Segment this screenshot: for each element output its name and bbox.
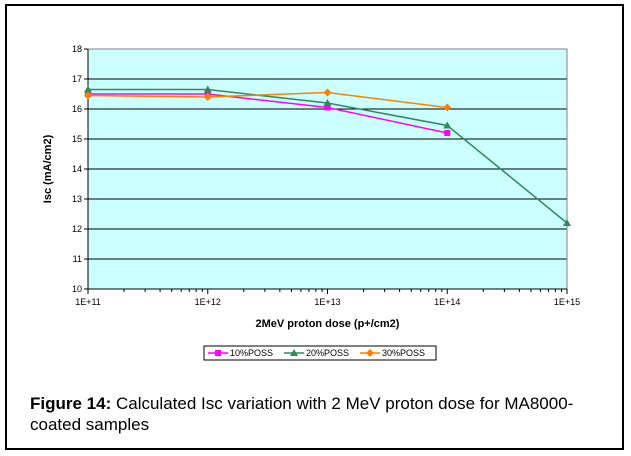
data-point-20-percent-poss: [443, 121, 452, 129]
y-tick-label: 18: [72, 44, 82, 54]
x-tick-label: 1E+14: [434, 297, 460, 307]
y-tick-label: 10: [72, 284, 82, 294]
data-point-20-percent-poss: [203, 85, 212, 93]
data-point-30-percent-poss: [443, 103, 452, 112]
legend-label: 20%POSS: [306, 348, 349, 358]
data-point-20-percent-poss: [563, 219, 571, 226]
x-axis-title: 2MeV proton dose (p+/cm2): [256, 318, 400, 330]
y-tick-label: 16: [72, 104, 82, 114]
series-line-30-percent-poss: [87, 91, 448, 109]
legend-box: [203, 345, 437, 361]
y-tick-label: 12: [72, 224, 82, 234]
legend-marker-0: [215, 350, 221, 356]
data-point-10-percent-poss: [324, 104, 331, 111]
figure-caption: Figure 14: Calculated Isc variation with…: [30, 393, 610, 435]
caption-label: Figure 14:: [30, 394, 112, 413]
y-tick-label: 13: [72, 194, 82, 204]
y-tick-label: 17: [72, 74, 82, 84]
legend-label: 10%POSS: [230, 348, 273, 358]
data-point-10-percent-poss: [444, 130, 451, 136]
x-tick-label: 1E+11: [75, 297, 101, 307]
y-tick-label: 15: [72, 134, 82, 144]
data-point-30-percent-poss: [203, 93, 212, 101]
legend-marker-2: [366, 349, 374, 357]
x-tick-label: 1E+15: [554, 297, 580, 307]
data-point-30-percent-poss: [323, 88, 332, 97]
series-line-10-percent-poss: [88, 93, 448, 134]
legend-label: 30%POSS: [382, 348, 425, 358]
data-point-30-percent-poss: [84, 91, 92, 100]
y-tick-label: 14: [72, 164, 82, 174]
legend-marker-1: [290, 349, 298, 356]
x-tick-label: 1E+13: [314, 297, 340, 307]
data-point-20-percent-poss: [323, 99, 332, 106]
caption-text: Calculated Isc variation with 2 MeV prot…: [30, 394, 574, 434]
y-tick-label: 11: [73, 254, 82, 264]
y-axis-title: Isc (mA/cm2): [42, 134, 54, 203]
x-tick-label: 1E+12: [195, 297, 221, 307]
data-point-20-percent-poss: [84, 85, 92, 93]
